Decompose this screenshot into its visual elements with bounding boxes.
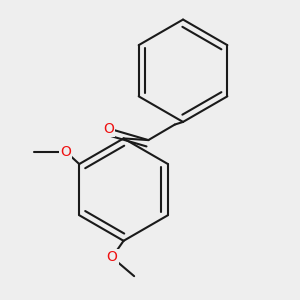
Text: O: O	[60, 145, 71, 159]
Text: O: O	[106, 250, 118, 264]
Text: O: O	[103, 122, 114, 136]
